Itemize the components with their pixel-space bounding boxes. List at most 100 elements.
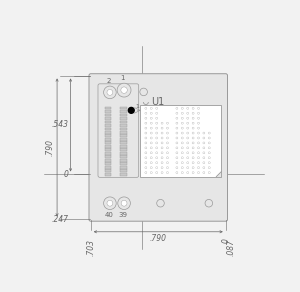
Circle shape (181, 137, 183, 139)
Bar (120, 131, 127, 134)
Circle shape (156, 167, 158, 169)
Circle shape (145, 122, 147, 124)
Circle shape (192, 137, 194, 139)
Circle shape (103, 86, 116, 99)
Circle shape (150, 107, 152, 109)
Circle shape (181, 112, 183, 114)
Circle shape (161, 137, 163, 139)
Circle shape (208, 142, 210, 144)
Circle shape (156, 152, 158, 154)
Circle shape (181, 132, 183, 134)
Bar (120, 135, 127, 137)
Circle shape (181, 142, 183, 144)
Circle shape (150, 157, 152, 159)
Circle shape (161, 122, 163, 124)
Circle shape (187, 167, 189, 169)
Circle shape (150, 152, 152, 154)
Bar (104, 159, 111, 161)
Bar (120, 166, 127, 168)
Text: .543: .543 (51, 121, 68, 129)
Bar (120, 169, 127, 172)
Bar (120, 145, 127, 148)
Circle shape (203, 157, 205, 159)
Bar (104, 145, 111, 148)
FancyBboxPatch shape (89, 74, 227, 221)
Circle shape (176, 137, 178, 139)
Circle shape (181, 172, 183, 174)
Circle shape (181, 122, 183, 124)
Circle shape (150, 172, 152, 174)
Circle shape (107, 89, 113, 95)
Circle shape (121, 87, 127, 93)
Circle shape (167, 167, 169, 169)
Bar (104, 166, 111, 168)
Circle shape (167, 122, 169, 124)
Circle shape (176, 152, 178, 154)
Circle shape (192, 157, 194, 159)
Circle shape (187, 172, 189, 174)
Circle shape (161, 152, 163, 154)
Bar (120, 121, 127, 123)
Circle shape (208, 147, 210, 149)
Circle shape (156, 127, 158, 129)
Circle shape (145, 147, 147, 149)
Circle shape (203, 132, 205, 134)
Circle shape (161, 127, 163, 129)
Circle shape (197, 147, 200, 149)
Circle shape (156, 137, 158, 139)
Circle shape (192, 147, 194, 149)
Circle shape (161, 157, 163, 159)
Circle shape (192, 167, 194, 169)
Circle shape (145, 132, 147, 134)
Bar (104, 162, 111, 165)
Bar (120, 155, 127, 158)
Circle shape (150, 162, 152, 164)
Circle shape (181, 117, 183, 119)
Circle shape (150, 127, 152, 129)
Circle shape (176, 147, 178, 149)
Circle shape (203, 152, 205, 154)
Circle shape (145, 162, 147, 164)
Bar (104, 155, 111, 158)
Bar (104, 169, 111, 172)
Circle shape (145, 127, 147, 129)
Circle shape (187, 157, 189, 159)
Text: 39: 39 (118, 212, 127, 218)
Text: .790: .790 (150, 234, 167, 243)
Circle shape (145, 107, 147, 109)
Bar (120, 173, 127, 175)
Bar (104, 107, 111, 109)
Circle shape (192, 172, 194, 174)
Bar (120, 128, 127, 130)
Circle shape (157, 199, 164, 207)
Text: 2: 2 (106, 78, 111, 84)
Text: 40: 40 (104, 212, 113, 218)
Circle shape (187, 122, 189, 124)
Circle shape (192, 142, 194, 144)
Text: .247: .247 (51, 215, 68, 224)
Bar (104, 114, 111, 116)
Circle shape (176, 127, 178, 129)
Circle shape (192, 112, 194, 114)
Circle shape (192, 152, 194, 154)
Circle shape (176, 167, 178, 169)
Circle shape (187, 112, 189, 114)
Circle shape (176, 122, 178, 124)
Circle shape (150, 137, 152, 139)
Circle shape (197, 122, 200, 124)
Circle shape (156, 122, 158, 124)
Bar (120, 124, 127, 127)
Circle shape (145, 167, 147, 169)
Circle shape (197, 112, 200, 114)
Circle shape (187, 117, 189, 119)
Circle shape (208, 162, 210, 164)
Circle shape (187, 137, 189, 139)
Circle shape (203, 147, 205, 149)
Circle shape (197, 142, 200, 144)
Circle shape (156, 117, 158, 119)
Circle shape (208, 167, 210, 169)
Circle shape (181, 127, 183, 129)
Circle shape (181, 157, 183, 159)
Text: .703: .703 (86, 239, 95, 256)
Circle shape (176, 107, 178, 109)
